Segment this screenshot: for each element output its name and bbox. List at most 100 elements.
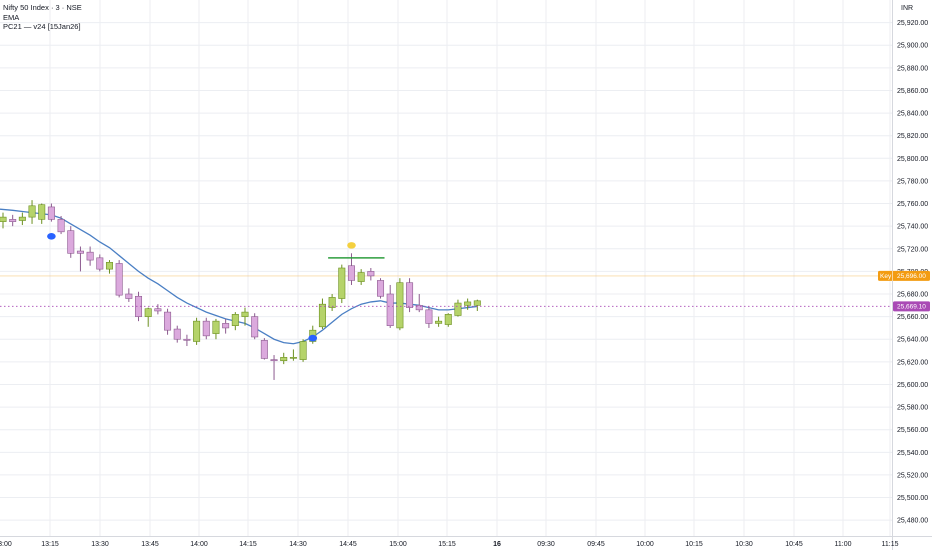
candle-body	[28, 205, 36, 218]
currency-label: INR	[901, 5, 913, 12]
time-tick-label: 11:00	[835, 541, 852, 548]
candle-body	[57, 219, 65, 233]
candle-body	[338, 267, 346, 299]
time-tick-label: 14:15	[239, 541, 257, 548]
candle-body	[231, 314, 239, 326]
price-tick-label: 25,780.00	[897, 178, 928, 185]
candle	[241, 307, 249, 326]
yellow-signal-dot	[347, 242, 356, 249]
price-tick-label: 25,900.00	[897, 43, 928, 50]
legend-symbol[interactable]: Nifty 50 Index · 3 · NSE	[3, 3, 82, 12]
candle-body	[396, 282, 404, 329]
candle	[144, 307, 152, 327]
candle	[396, 278, 404, 331]
candle	[357, 269, 365, 285]
candle-body	[115, 263, 123, 296]
candle	[347, 253, 355, 285]
candle-body	[173, 328, 181, 340]
candle	[464, 298, 472, 310]
key-level-tag: Key 25,696.00	[878, 270, 930, 281]
candle	[435, 316, 443, 327]
candle-body	[270, 359, 278, 362]
price-tick-label: 25,560.00	[897, 427, 928, 434]
time-tick-label: 09:45	[587, 541, 605, 548]
time-tick-label: 09:30	[537, 541, 555, 548]
candle	[9, 214, 17, 227]
candle	[76, 246, 84, 272]
candle-body	[125, 293, 133, 299]
candle	[473, 299, 481, 311]
candle	[38, 203, 46, 224]
blue-signal-dot	[47, 233, 56, 240]
legend-indicator[interactable]: PC21 — v24 [15Jan26]	[3, 22, 81, 31]
legend-ema[interactable]: EMA	[3, 12, 20, 22]
candle-body	[425, 309, 433, 324]
key-tag-value: 25,696.00	[897, 273, 926, 280]
candle-body	[367, 271, 375, 277]
candle	[28, 200, 36, 224]
candle	[193, 317, 201, 345]
candle-body	[47, 206, 55, 220]
candle-body	[406, 282, 414, 308]
candle-body	[347, 265, 355, 281]
candle	[173, 325, 181, 343]
price-axis[interactable]: 25,480.00 25,500.00 25,520.00 25,540.00 25,5…	[878, 20, 930, 525]
time-tick-label: 13:45	[141, 541, 159, 548]
candle	[47, 203, 55, 222]
candle	[415, 294, 423, 313]
signals-group	[47, 233, 385, 342]
price-tick-label: 25,720.00	[897, 246, 928, 253]
candle-body	[135, 295, 143, 317]
blue-signal-dot	[308, 334, 318, 342]
time-tick-label: 16	[493, 541, 501, 548]
candle	[251, 313, 259, 340]
candle	[0, 212, 7, 229]
candle	[125, 288, 133, 302]
price-tag-bg	[893, 301, 930, 312]
candle-body	[260, 340, 268, 359]
price-tick-label: 25,800.00	[897, 156, 928, 163]
candle	[386, 284, 394, 328]
candle-body	[9, 219, 17, 222]
price-tick-label: 25,660.00	[897, 314, 928, 321]
price-tick-label: 25,880.00	[897, 65, 928, 72]
candle-body	[76, 250, 84, 254]
candle-body	[154, 308, 162, 312]
candle	[270, 355, 278, 380]
chart-legend: Nifty 50 Index · 3 · NSE EMA PC21 — v24 …	[3, 3, 82, 32]
candle	[57, 215, 65, 235]
price-tick-label: 25,620.00	[897, 359, 928, 366]
candle-body	[144, 308, 152, 317]
time-tick-label: 15:15	[438, 541, 456, 548]
time-tick-label: 14:30	[289, 541, 307, 548]
price-tick-label: 25,680.00	[897, 292, 928, 299]
candle	[425, 306, 433, 328]
price-tick-label: 25,920.00	[897, 20, 928, 27]
candle	[86, 246, 94, 266]
candle	[183, 334, 191, 347]
candle	[328, 294, 336, 311]
candle-body	[38, 204, 46, 220]
candle-body	[377, 280, 385, 297]
candle-body	[18, 216, 26, 221]
candle	[212, 318, 220, 340]
price-tag-value: 25,669.10	[897, 304, 926, 311]
candle-body	[212, 320, 220, 334]
time-tick-label: 10:15	[685, 541, 703, 548]
price-tick-label: 25,820.00	[897, 133, 928, 140]
price-tick-label: 25,760.00	[897, 201, 928, 208]
candle-body	[105, 262, 113, 270]
candle	[318, 298, 326, 330]
candle	[222, 318, 230, 334]
candle-body	[386, 293, 394, 326]
price-tick-label: 25,640.00	[897, 337, 928, 344]
candle-body	[328, 297, 336, 308]
candle	[260, 338, 268, 360]
candle	[164, 308, 172, 335]
time-axis[interactable]: 13:00 13:15 13:30 13:45 14:00 14:15 14:30 14:45…	[0, 541, 899, 548]
time-tick-label: 10:45	[785, 541, 803, 548]
candle	[154, 304, 162, 315]
price-tick-label: 25,740.00	[897, 224, 928, 231]
